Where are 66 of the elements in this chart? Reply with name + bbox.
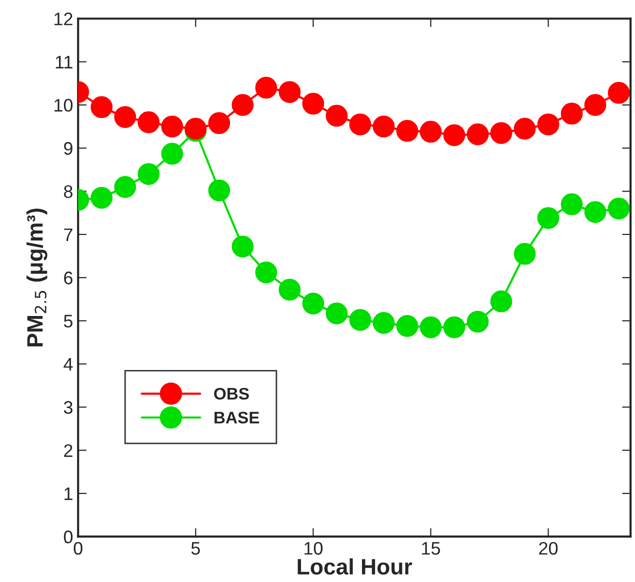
point (420, 316, 442, 338)
x-tick-label: 15 (422, 542, 440, 555)
point (396, 315, 418, 337)
point (372, 116, 395, 138)
legend-label: OBS (214, 388, 249, 400)
point (278, 278, 301, 301)
point (114, 176, 136, 198)
y-tick-label: 4 (64, 358, 73, 370)
point (114, 106, 136, 128)
y-tick-label: 10 (54, 98, 73, 112)
point (560, 102, 583, 125)
point (443, 316, 466, 338)
y-tick-label: 9 (64, 142, 72, 155)
y-tick-label: 8 (64, 185, 72, 198)
point (161, 142, 184, 165)
y-tick-label: 1 (64, 488, 72, 500)
point (584, 201, 606, 223)
point (90, 96, 113, 118)
point (208, 112, 230, 134)
point (537, 207, 560, 229)
y-axis-title: PM$_{2.5}$ (μg/m³) (26, 208, 48, 346)
point (255, 262, 278, 284)
point (326, 302, 348, 324)
y-tick-label: 2 (64, 444, 72, 457)
point (255, 76, 278, 99)
point (138, 111, 160, 134)
point (138, 163, 160, 185)
y-tick-label: 7 (64, 228, 72, 241)
point (278, 81, 301, 103)
legend-label: BASE (214, 412, 260, 424)
point (443, 124, 466, 146)
x-tick-label: 20 (539, 542, 558, 555)
point (349, 113, 372, 136)
point (466, 123, 489, 146)
point (372, 312, 395, 334)
point (537, 113, 560, 136)
point (490, 122, 512, 144)
x-tick-label: 0 (74, 542, 82, 555)
point (396, 120, 418, 142)
y-tick-label: 0 (64, 530, 73, 544)
point (560, 193, 583, 216)
point (161, 116, 184, 138)
y-tick-label: 3 (64, 401, 72, 414)
point (302, 92, 324, 115)
point (326, 104, 348, 127)
y-tick-label: 11 (56, 56, 72, 68)
point (420, 120, 442, 143)
point (490, 290, 512, 312)
point (232, 94, 254, 116)
point (349, 308, 372, 331)
x-tick-label: 10 (304, 542, 323, 555)
point (232, 236, 254, 258)
point (514, 118, 536, 140)
y-tick-label: 5 (64, 314, 72, 328)
point (302, 292, 324, 314)
point (608, 198, 630, 220)
y-tick-label: 12 (54, 12, 72, 26)
x-axis-title: Local Hour (298, 558, 412, 575)
point (90, 186, 113, 209)
point (514, 242, 536, 265)
point (208, 179, 230, 202)
point (584, 94, 606, 116)
point (466, 310, 489, 333)
y-tick-label: 6 (64, 272, 72, 284)
x-tick-label: 5 (191, 542, 200, 555)
point (608, 82, 630, 104)
